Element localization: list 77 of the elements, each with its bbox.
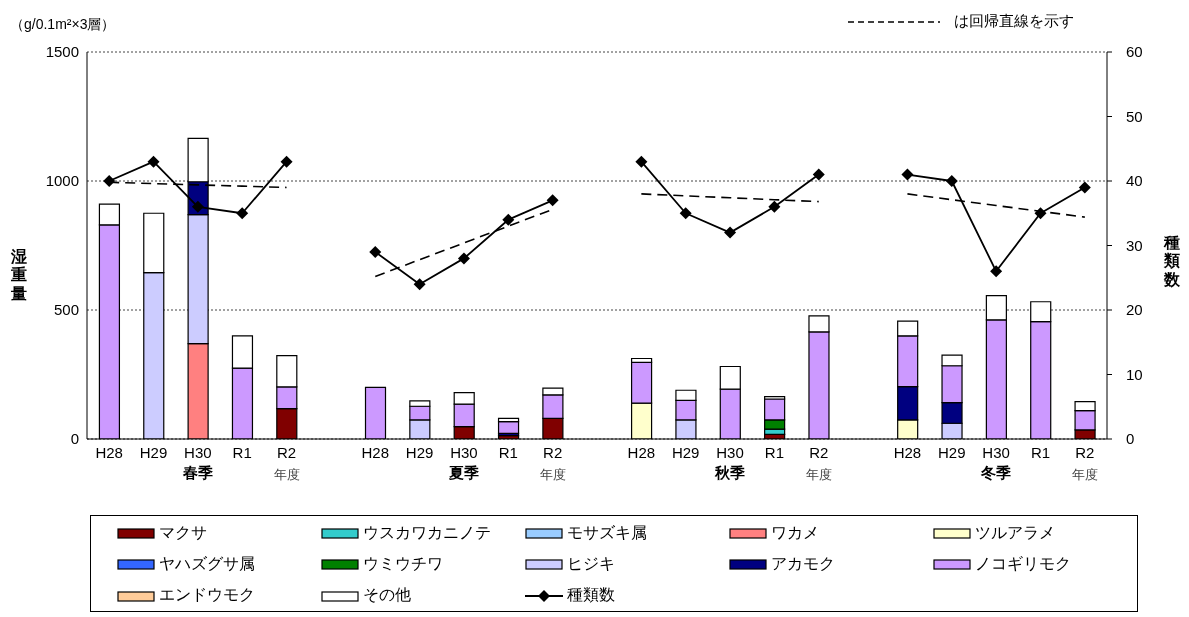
- legend-label: ウスカワカニノテ: [363, 522, 491, 543]
- y-tick-label: 500: [53, 301, 79, 319]
- point: [990, 265, 1003, 278]
- x-tick-label: R2: [1075, 443, 1095, 461]
- point: [945, 175, 958, 187]
- y2-tick-label: 10: [1126, 365, 1143, 383]
- y-tick-label: 1000: [45, 172, 79, 190]
- point: [812, 168, 825, 181]
- text: 秋季: [714, 464, 747, 483]
- point: [457, 252, 470, 265]
- x-tick-label: R2: [809, 443, 829, 461]
- point: [901, 168, 914, 181]
- x-tick-label: H29: [938, 443, 966, 461]
- legend-label: ヒジキ: [567, 553, 615, 574]
- y-axis-title: 湿重量: [10, 248, 28, 304]
- y2-tick-label: 30: [1126, 236, 1143, 254]
- legend-label: アカモク: [771, 553, 835, 574]
- x-tick-label: H28: [361, 443, 390, 461]
- point: [1034, 207, 1047, 220]
- y2-axis-title: 種類数: [1163, 234, 1181, 290]
- text: 年度: [1070, 466, 1099, 484]
- point: [502, 213, 515, 226]
- point: [546, 194, 559, 207]
- x-tick-label: R1: [1030, 443, 1051, 461]
- legend-label: 種類数: [567, 585, 615, 606]
- x-tick-label: H29: [139, 443, 168, 461]
- y2-tick-label: 50: [1126, 107, 1143, 125]
- x-tick-label: H28: [627, 443, 656, 461]
- x-tick-label: H28: [95, 443, 123, 461]
- legend-label: ワカメ: [771, 522, 819, 543]
- legend-label: ツルアラメ: [975, 522, 1055, 543]
- x-tick-label: H28: [893, 443, 922, 461]
- x-tick-label: H30: [982, 443, 1010, 461]
- bar: [497, 421, 520, 434]
- x-tick-label: R1: [498, 443, 518, 461]
- text: は回帰直線を示す: [954, 12, 1074, 31]
- x-tick-label: R1: [764, 443, 784, 461]
- point: [147, 155, 160, 168]
- x-tick-label: H29: [405, 443, 434, 461]
- text: 春季: [181, 464, 214, 483]
- point: [635, 155, 648, 168]
- y-tick-label: 0: [70, 430, 79, 448]
- y2-tick-label: 20: [1126, 301, 1143, 319]
- y-tick-label: 1500: [45, 43, 79, 61]
- point: [369, 245, 382, 258]
- x-tick-label: R1: [232, 443, 252, 461]
- legend-label: モサズキ属: [567, 522, 647, 543]
- y2-tick-label: 0: [1126, 430, 1135, 448]
- legend-label: ウミウチワ: [363, 553, 443, 574]
- point: [1078, 181, 1091, 194]
- legend-label: ヤハズグサ属: [159, 553, 255, 574]
- x-tick-label: H30: [184, 443, 212, 461]
- text: 年度: [538, 466, 567, 484]
- x-tick-label: R2: [276, 443, 297, 461]
- legend-label: ノコギリモク: [975, 553, 1071, 574]
- text: 夏季: [447, 464, 480, 483]
- legend-label: エンドウモク: [159, 585, 255, 606]
- point: [679, 207, 692, 220]
- point: [413, 278, 426, 291]
- y2-tick-label: 40: [1126, 172, 1143, 190]
- text: 年度: [804, 466, 833, 484]
- y2-tick-label: 60: [1126, 43, 1143, 61]
- legend-label: マクサ: [159, 522, 207, 543]
- point: [236, 207, 249, 220]
- text: 年度: [272, 466, 301, 484]
- text: 冬季: [980, 464, 1013, 483]
- point: [103, 175, 116, 187]
- x-tick-label: H29: [671, 443, 700, 461]
- point: [724, 226, 737, 239]
- legend-label: その他: [363, 585, 411, 606]
- x-tick-label: H30: [450, 443, 478, 461]
- point: [280, 155, 293, 168]
- point: [768, 200, 781, 213]
- point: [191, 200, 204, 213]
- text: （g/0.1m²×3層）: [10, 16, 116, 34]
- x-tick-label: R2: [543, 443, 563, 461]
- x-tick-label: H30: [716, 443, 744, 461]
